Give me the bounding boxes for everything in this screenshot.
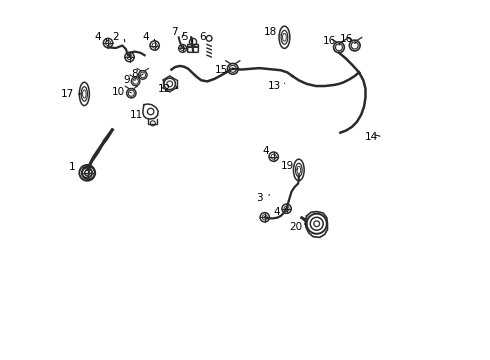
Text: 10: 10	[112, 87, 125, 97]
Text: 11: 11	[129, 111, 143, 121]
Text: 9: 9	[123, 75, 130, 85]
Text: 12: 12	[158, 84, 172, 94]
Text: 5: 5	[181, 32, 188, 41]
Text: 17: 17	[60, 89, 74, 99]
Text: 8: 8	[131, 69, 138, 79]
Text: 1: 1	[69, 162, 76, 172]
Text: 3: 3	[256, 193, 263, 203]
Text: 7: 7	[171, 27, 177, 37]
Text: 18: 18	[264, 27, 277, 37]
Text: 13: 13	[268, 81, 281, 91]
Text: 4: 4	[273, 207, 280, 217]
Text: 19: 19	[281, 161, 294, 171]
Text: 4: 4	[142, 32, 149, 41]
Text: 15: 15	[215, 64, 228, 75]
Text: 14: 14	[365, 132, 378, 142]
Text: 20: 20	[289, 222, 302, 232]
Text: 4: 4	[263, 146, 269, 156]
Text: 2: 2	[112, 32, 119, 41]
Text: 4: 4	[94, 32, 101, 41]
Text: 16: 16	[323, 36, 337, 46]
Text: 16: 16	[340, 35, 353, 44]
Text: 6: 6	[199, 32, 206, 42]
